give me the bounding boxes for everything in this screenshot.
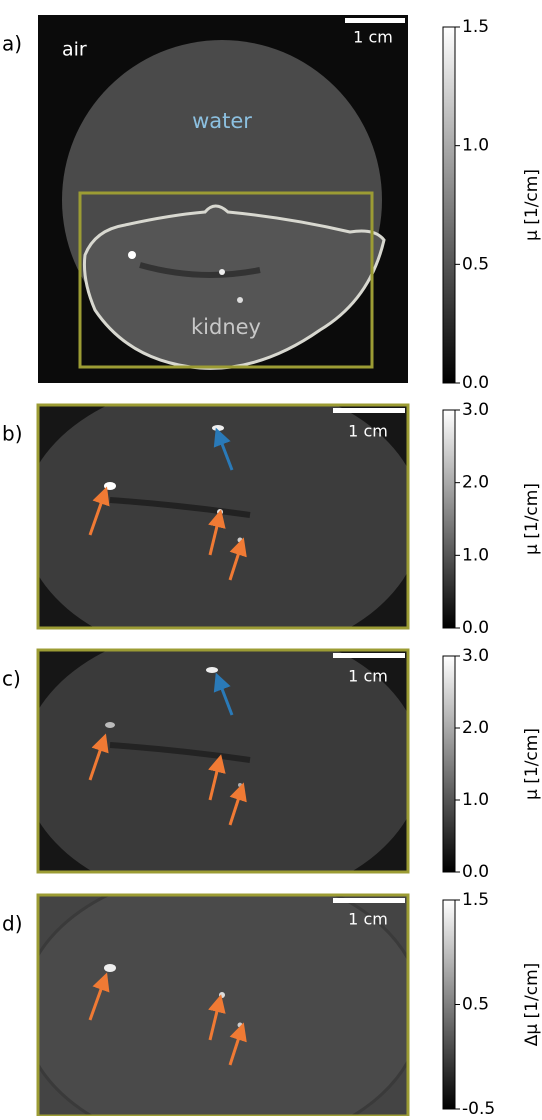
panel-label: c)	[2, 667, 21, 691]
scale-bar-label: 1 cm	[348, 422, 388, 441]
annotation: water	[192, 109, 252, 133]
scale-bar-label: 1 cm	[348, 667, 388, 686]
colorbar-tick-label: 1.0	[462, 136, 489, 156]
colorbar	[443, 900, 455, 1109]
panel-label: a)	[2, 32, 22, 56]
colorbar-label: μ [1/cm]	[522, 169, 542, 241]
colorbar-label: μ [1/cm]	[522, 483, 542, 555]
colorbar-tick-label: 3.0	[462, 646, 489, 666]
colorbar-label: μ [1/cm]	[522, 728, 542, 800]
panel-label: d)	[2, 912, 23, 936]
colorbar	[443, 656, 455, 872]
colorbar-tick-label: 3.0	[462, 400, 489, 420]
colorbar-tick-label: 0.5	[462, 254, 489, 274]
scale-bar-label: 1 cm	[348, 910, 388, 929]
annotation: air	[62, 39, 87, 61]
colorbar-tick-label: 0.5	[462, 995, 489, 1015]
colorbar-tick-label: 1.0	[462, 545, 489, 565]
figure: a) air water kidney 1 cm b) 1 cm c) 1 cm	[0, 0, 542, 1116]
panel-label: b)	[2, 422, 23, 446]
colorbar-tick-label: 1.5	[462, 17, 489, 37]
annotation: kidney	[191, 315, 261, 339]
colorbar	[443, 27, 455, 383]
scale-bar-label: 1 cm	[353, 28, 393, 47]
colorbar-tick-label: 2.0	[462, 718, 489, 738]
colorbar-tick-label: 0.0	[462, 862, 489, 882]
colorbar-tick-label: 2.0	[462, 473, 489, 493]
colorbar	[443, 410, 455, 628]
ct-image-d	[22, 870, 422, 1116]
colorbar-tick-label: -0.5	[462, 1099, 495, 1116]
colorbar-tick-label: 1.5	[462, 890, 489, 910]
colorbar-label: Δμ [1/cm]	[522, 963, 542, 1047]
colorbar-tick-label: 0.0	[462, 618, 489, 638]
colorbar-tick-label: 0.0	[462, 373, 489, 393]
colorbar-tick-label: 1.0	[462, 790, 489, 810]
